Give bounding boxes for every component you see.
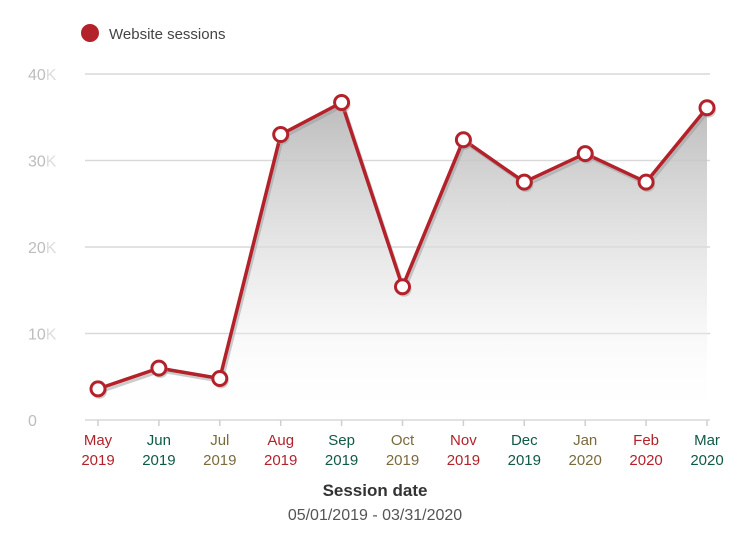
legend-label: Website sessions: [109, 26, 225, 43]
x-tick-year: 2019: [142, 452, 175, 469]
y-tick-value: 30: [28, 154, 46, 171]
chart-subtitle: 05/01/2019 - 03/31/2020: [288, 507, 462, 524]
y-tick-label: 30K: [28, 154, 57, 171]
x-axis-labels: May 2019 Jun 2019 Jul 2019 Aug 2019 Sep 2019 Oct 20…: [81, 432, 723, 469]
x-tick-month: Jul: [210, 432, 229, 449]
x-tick-year: 2019: [508, 452, 541, 469]
x-tick-month: Jun: [147, 432, 171, 449]
y-tick-label: 0: [28, 413, 37, 430]
x-tick-month: Mar: [694, 432, 720, 449]
x-tick-year: 2019: [264, 452, 297, 469]
y-tick-suffix: K: [46, 154, 57, 171]
data-point: [576, 145, 594, 163]
sessions-area: [98, 102, 707, 420]
x-tick-year: 2019: [203, 452, 236, 469]
x-tick-month: Aug: [267, 432, 294, 449]
y-tick-value: 20: [28, 240, 46, 257]
y-tick-suffix: K: [46, 327, 57, 344]
y-tick-suffix: K: [46, 240, 57, 257]
y-tick-value: 40: [28, 67, 46, 84]
data-point: [515, 173, 533, 191]
x-tick-month: Jan: [573, 432, 597, 449]
x-tick-year: 2019: [325, 452, 358, 469]
legend[interactable]: Website sessions: [81, 24, 225, 43]
x-tick-year: 2020: [629, 452, 662, 469]
x-tick-month: Nov: [450, 432, 477, 449]
data-point: [333, 94, 351, 112]
data-point: [637, 173, 655, 191]
data-point: [394, 278, 411, 296]
y-tick-label: 40K: [28, 67, 57, 84]
x-tick-year: 2019: [447, 452, 480, 469]
legend-marker: [81, 24, 99, 42]
y-tick-value: 10: [28, 327, 46, 344]
data-point: [698, 99, 716, 117]
x-tick-year: 2020: [690, 452, 723, 469]
x-tick-month: Feb: [633, 432, 659, 449]
x-axis-ticks: [97, 420, 708, 426]
y-tick-value: 0: [28, 413, 37, 430]
x-tick-year: 2019: [81, 452, 114, 469]
x-tick-month: May: [84, 432, 113, 449]
data-point: [211, 369, 229, 387]
data-point: [272, 126, 290, 144]
data-points: [89, 94, 716, 399]
x-tick-year: 2020: [569, 452, 602, 469]
y-tick-label: 20K: [28, 240, 57, 257]
y-tick-label: 10K: [28, 327, 57, 344]
data-point: [150, 359, 168, 377]
x-tick-month: Sep: [328, 432, 355, 449]
x-axis-title: Session date: [323, 481, 428, 500]
x-tick-year: 2019: [386, 452, 419, 469]
x-tick-month: Oct: [391, 432, 415, 449]
x-tick-month: Dec: [511, 432, 538, 449]
y-tick-suffix: K: [46, 67, 57, 84]
data-point: [454, 131, 472, 149]
data-point: [89, 380, 107, 398]
